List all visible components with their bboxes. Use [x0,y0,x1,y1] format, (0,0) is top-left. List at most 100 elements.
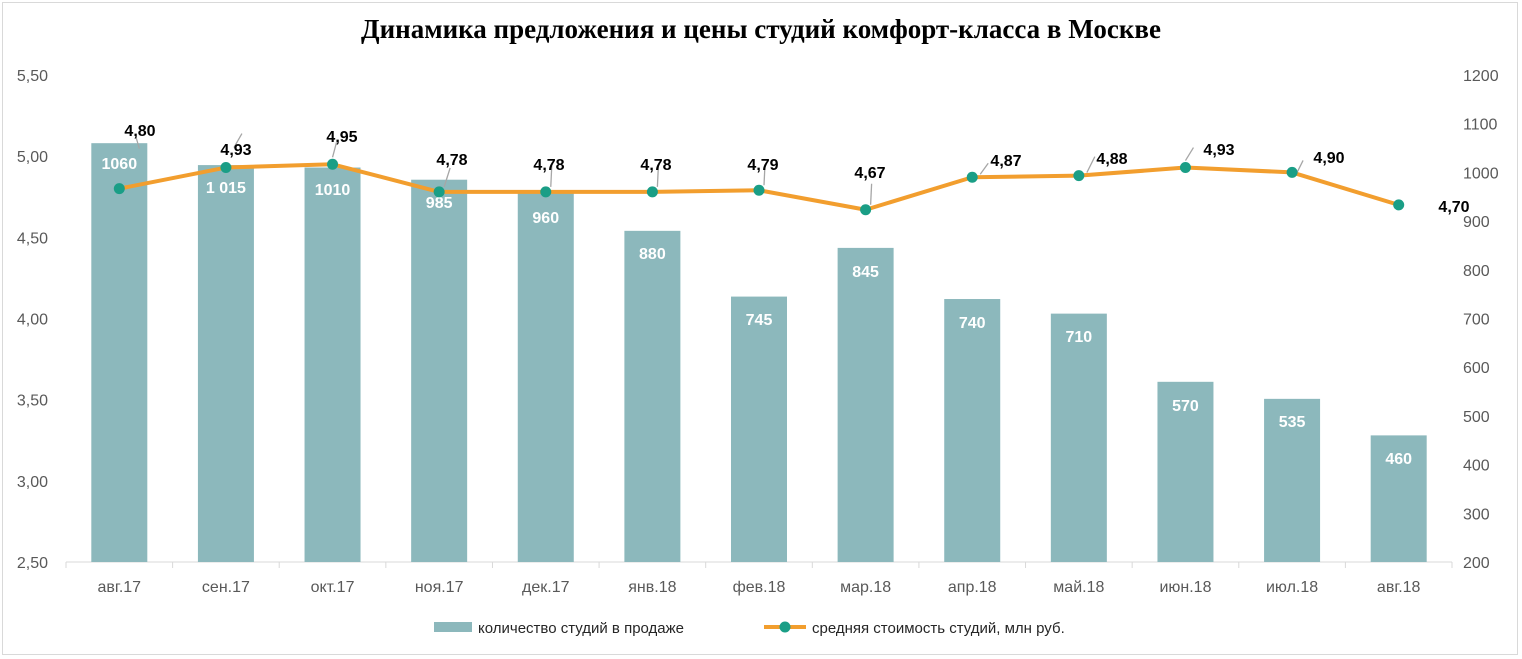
line-value-label: 4,70 [1438,199,1469,216]
bar-value-label: 985 [426,195,453,212]
legend-label-bars: количество студий в продаже [478,620,684,637]
x-tick-label: июл.18 [1266,579,1318,596]
label-leader-line [979,162,989,175]
y-left-tick-label: 5,50 [17,68,48,85]
label-leader-line [869,183,873,205]
x-tick-label: авг.18 [1377,579,1421,596]
x-tick-label: мар.18 [840,579,891,596]
x-tick-label: май.18 [1053,579,1104,596]
price-marker [860,204,872,216]
bar-value-label: 745 [746,312,773,329]
bar [1264,398,1321,562]
bar-value-label: 570 [1172,398,1199,415]
x-tick-label: сен.17 [202,579,250,596]
y-right-tick-label: 1200 [1463,68,1499,85]
bar-value-label: 845 [852,264,879,281]
price-marker [433,186,445,198]
label-leader-line [443,167,451,188]
bar [1050,313,1107,562]
y-right-tick-label: 900 [1463,214,1490,231]
line-value-label: 4,87 [990,153,1021,170]
bar-value-label: 1010 [315,182,351,199]
label-leader-line [1086,156,1096,173]
line-value-label: 4,80 [124,123,155,140]
y-right-tick-label: 1000 [1463,165,1499,182]
label-leader-line [331,142,338,158]
y-left-tick-label: 5,00 [17,149,48,166]
price-marker [1286,166,1298,178]
y-left-tick-label: 3,50 [17,393,48,410]
line-value-label: 4,78 [533,157,564,174]
price-marker [220,162,232,174]
bar-value-label: 460 [1385,451,1412,468]
bar [197,165,254,562]
price-marker [1073,170,1085,182]
label-leader-line [763,164,766,186]
line-value-label: 4,67 [854,165,885,182]
legend-swatch-marker [779,621,791,633]
legend-label-line: средняя стоимость студий, млн руб. [812,620,1065,637]
bar [304,167,361,562]
x-tick-label: янв.18 [628,579,676,596]
line-value-label: 4,90 [1313,150,1344,167]
label-leader-line [1296,160,1304,173]
y-left-tick-label: 4,50 [17,230,48,247]
price-marker [327,158,339,170]
line-value-label: 4,79 [747,157,778,174]
line-value-label: 4,78 [436,152,467,169]
y-right-tick-label: 800 [1463,263,1490,280]
y-right-tick-label: 600 [1463,360,1490,377]
bar-value-label: 535 [1279,414,1306,431]
price-marker [113,183,125,195]
price-marker [1393,199,1405,211]
bar [91,143,148,562]
price-marker [540,186,552,198]
y-right-tick-label: 1100 [1463,117,1498,134]
y-right-tick-label: 300 [1463,506,1490,523]
price-marker [646,186,658,198]
x-tick-label: июн.18 [1159,579,1211,596]
bar-value-label: 960 [532,210,559,227]
legend-swatch-bars [434,622,472,632]
line-value-label: 4,95 [326,129,357,146]
label-leader-line [233,133,243,148]
bar-value-label: 1060 [102,156,138,173]
bar-value-label: 710 [1065,329,1092,346]
bar [624,230,681,562]
y-left-tick-label: 4,00 [17,312,48,329]
line-value-label: 4,93 [220,142,251,159]
y-right-tick-label: 500 [1463,409,1490,426]
chart-title: Динамика предложения и цены студий комфо… [361,14,1161,44]
bar-value-label: 740 [959,315,986,332]
bar [1370,435,1427,562]
line-value-label: 4,88 [1096,151,1127,168]
label-leader-line [656,165,660,187]
y-right-tick-label: 200 [1463,555,1490,572]
x-tick-label: апр.18 [948,579,997,596]
bar [411,179,468,562]
x-tick-label: дек.17 [522,579,570,596]
line-value-label: 4,93 [1203,142,1234,159]
y-right-tick-label: 400 [1463,458,1490,475]
y-left-tick-label: 2,50 [17,555,48,572]
price-marker [753,184,765,196]
bar-value-label: 880 [639,246,666,263]
x-tick-label: авг.17 [98,579,142,596]
label-leader-line [1184,147,1195,161]
x-tick-label: фев.18 [733,579,786,596]
label-leader-line [134,134,140,149]
bar [517,191,574,562]
price-marker [1179,162,1191,174]
y-left-tick-label: 3,00 [17,474,48,491]
bar [1157,381,1214,562]
bar [944,299,1001,562]
x-tick-label: ноя.17 [415,579,464,596]
bar [837,247,894,562]
price-marker [966,171,978,183]
y-right-tick-label: 700 [1463,312,1490,329]
label-leader-line [550,165,553,187]
line-value-label: 4,78 [640,157,671,174]
bar [731,296,787,562]
bar-value-label: 1 015 [206,180,246,197]
